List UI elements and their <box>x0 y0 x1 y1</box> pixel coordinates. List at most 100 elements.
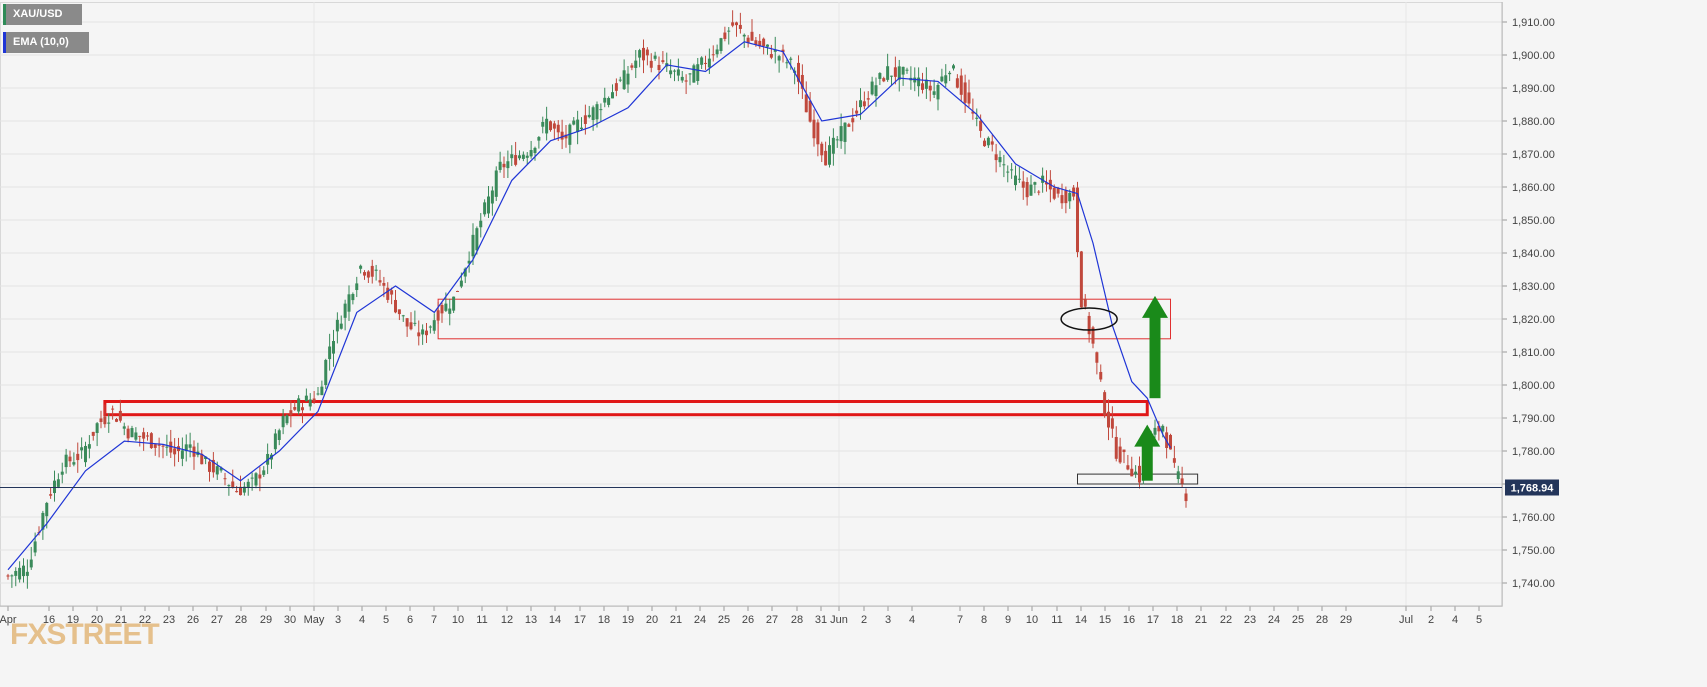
ema-line-group <box>7 41 1172 571</box>
candle-body <box>374 269 378 271</box>
candle-body <box>1068 192 1072 202</box>
candle-body <box>223 478 227 480</box>
candle-body <box>95 423 99 433</box>
candle-body <box>335 319 339 332</box>
candle-body <box>983 140 986 147</box>
candle-body <box>688 73 692 75</box>
candle-body <box>990 141 994 145</box>
candle-body <box>188 444 192 448</box>
x-tick-label: 4 <box>909 614 915 626</box>
y-tick-label: 1,910.00 <box>1512 17 1555 29</box>
candle-body <box>1126 465 1130 470</box>
x-tick-label: 17 <box>1147 614 1159 626</box>
candle-body <box>456 290 459 292</box>
candle-body <box>180 450 184 459</box>
y-tick-label: 1,830.00 <box>1512 281 1555 293</box>
candle-body <box>1017 178 1021 180</box>
candle-body <box>828 145 831 165</box>
candle-body <box>715 49 719 55</box>
candle-body <box>692 65 696 83</box>
candle-body <box>955 78 959 88</box>
indicator-legend[interactable]: EMA (10,0) <box>3 32 89 53</box>
x-tick-label: 20 <box>646 614 658 626</box>
x-tick-label: 8 <box>981 614 987 626</box>
candle-body <box>72 462 76 465</box>
candle-body <box>386 287 390 300</box>
candle-body <box>789 58 793 60</box>
candle-body <box>866 98 870 100</box>
candle-body <box>413 322 417 324</box>
x-tick-label: 6 <box>407 614 413 626</box>
candle-body <box>1052 187 1056 199</box>
candle-body <box>855 110 859 114</box>
candle-body <box>440 304 444 314</box>
candle-body <box>514 155 518 165</box>
candle-body <box>533 147 537 153</box>
x-tick-label: 20 <box>91 614 103 626</box>
candle-body <box>250 477 254 479</box>
x-tick-label: 25 <box>718 614 730 626</box>
candle-body <box>1006 171 1010 173</box>
candle-body <box>719 38 723 51</box>
candle-body <box>1161 425 1165 432</box>
candle-body <box>932 91 936 95</box>
candle-body <box>684 80 688 82</box>
candle-body <box>289 410 293 416</box>
candle-body <box>831 137 835 154</box>
candle-body <box>975 117 979 119</box>
y-axis: 1,740.001,750.001,760.001,770.001,780.00… <box>1501 2 1555 606</box>
y-tick-label: 1,880.00 <box>1512 116 1555 128</box>
candle-body <box>390 290 394 295</box>
candle-body <box>84 445 87 463</box>
x-tick-label: 10 <box>1026 614 1038 626</box>
y-tick-label: 1,790.00 <box>1512 413 1555 425</box>
x-tick-label: 24 <box>694 614 706 626</box>
x-tick-label: 22 <box>1220 614 1232 626</box>
candle-body <box>208 461 211 472</box>
candle-body <box>382 283 386 286</box>
x-tick-label: 21 <box>670 614 682 626</box>
candle-body <box>22 565 25 577</box>
candle-body <box>835 139 839 141</box>
candle-body <box>1110 418 1114 429</box>
candle-body <box>587 114 591 118</box>
candle-body <box>258 474 262 479</box>
candle-body <box>332 340 335 354</box>
x-tick-label: 26 <box>742 614 754 626</box>
candle-body <box>45 502 49 517</box>
x-tick-label: 14 <box>549 614 561 626</box>
candle-body <box>1079 251 1083 308</box>
x-tick-label: 5 <box>383 614 389 626</box>
candle-body <box>347 294 351 312</box>
x-tick-label: 10 <box>452 614 464 626</box>
x-tick-label: 11 <box>1051 614 1062 626</box>
candle-body <box>293 407 297 410</box>
candle-body <box>928 85 932 91</box>
candle-body <box>463 268 467 277</box>
candle-body <box>378 280 382 283</box>
candle-body <box>370 265 374 277</box>
x-tick-label: 7 <box>957 614 963 626</box>
candle-body <box>273 433 277 450</box>
candle-body <box>324 359 328 386</box>
candle-body <box>882 78 886 82</box>
indicator-swatch <box>3 32 6 53</box>
candle-body <box>165 446 169 448</box>
candle-body <box>862 101 866 107</box>
candle-body <box>952 65 955 69</box>
candle-body <box>343 303 347 318</box>
candle-body <box>409 322 413 330</box>
candle-body <box>1118 446 1122 463</box>
candle-body <box>785 62 789 64</box>
candle-body <box>773 49 777 52</box>
candle-body <box>754 40 758 45</box>
candle-body <box>634 60 638 68</box>
x-tick-label: 3 <box>885 614 891 626</box>
x-tick-label: 29 <box>260 614 272 626</box>
candle-body <box>746 37 750 44</box>
x-tick-label: 11 <box>476 614 487 626</box>
candle-body <box>118 410 122 421</box>
candle-body <box>944 75 948 84</box>
candle-body <box>56 479 60 487</box>
symbol-legend[interactable]: XAU/USD <box>3 4 82 25</box>
